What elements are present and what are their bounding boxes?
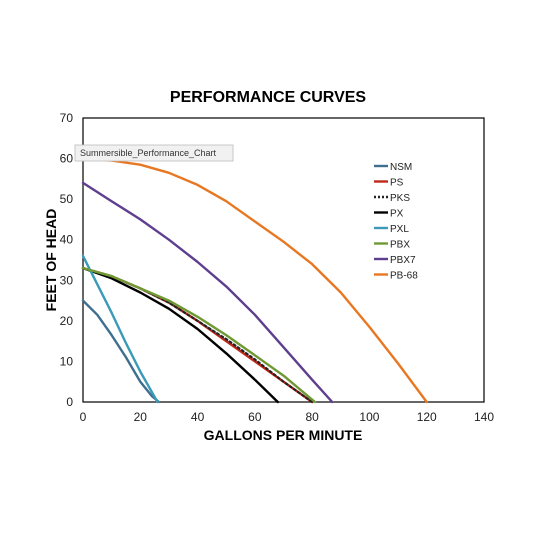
x-axis-ticks: 0 20 40 60 80 100 120 140 — [80, 410, 495, 424]
legend-label-ps: PS — [390, 178, 404, 189]
y-tick-label: 40 — [60, 233, 74, 247]
legend-label-px: PX — [390, 209, 404, 220]
series-line-pks — [81, 267, 314, 404]
x-tick-label: 20 — [134, 410, 148, 424]
y-tick-label: 50 — [60, 192, 74, 206]
legend-label-pbx: PBX — [390, 240, 410, 251]
x-tick-label: 100 — [359, 410, 379, 424]
legend: NSM PS PKS PX PXL PBX PBX7 PB-68 — [374, 162, 418, 282]
tooltip: Summersible_Performance_Chart — [74, 144, 234, 162]
y-tick-label: 30 — [60, 273, 74, 287]
x-axis-label: GALLONS PER MINUTE — [204, 427, 363, 443]
series-layer — [81, 157, 428, 404]
x-tick-label: 0 — [80, 410, 87, 424]
y-tick-label: 20 — [60, 314, 74, 328]
y-tick-label: 10 — [60, 354, 74, 368]
legend-label-pbx7: PBX7 — [390, 255, 416, 266]
legend-label-nsm: NSM — [390, 162, 412, 173]
series-line-pbx7 — [81, 181, 334, 404]
plot-area — [82, 117, 485, 403]
series-line-px — [81, 266, 279, 404]
series-line-pbx — [81, 266, 317, 404]
y-tick-label: 0 — [66, 395, 73, 409]
tooltip-box — [74, 144, 234, 162]
x-tick-label: 140 — [474, 410, 494, 424]
y-axis-ticks: 0 10 20 30 40 50 60 70 — [60, 111, 74, 409]
x-tick-label: 80 — [305, 410, 319, 424]
series-line-ps — [81, 266, 314, 404]
legend-label-pks: PKS — [390, 193, 410, 204]
plot-frame — [82, 117, 485, 403]
x-tick-label: 60 — [248, 410, 262, 424]
series-line-pb-68 — [81, 157, 428, 404]
legend-label-pb-68: PB-68 — [390, 271, 418, 282]
series-line-pxl — [81, 254, 159, 404]
y-tick-label: 70 — [60, 111, 74, 125]
chart-title: PERFORMANCE CURVES — [170, 89, 367, 106]
legend-label-pxl: PXL — [390, 224, 409, 235]
tooltip-text: Summersible_Performance_Chart — [80, 148, 217, 158]
y-tick-label: 60 — [60, 152, 74, 166]
x-tick-label: 120 — [417, 410, 437, 424]
x-tick-label: 40 — [191, 410, 205, 424]
y-axis-label: FEET OF HEAD — [43, 209, 59, 312]
series-line-nsm — [81, 299, 161, 404]
